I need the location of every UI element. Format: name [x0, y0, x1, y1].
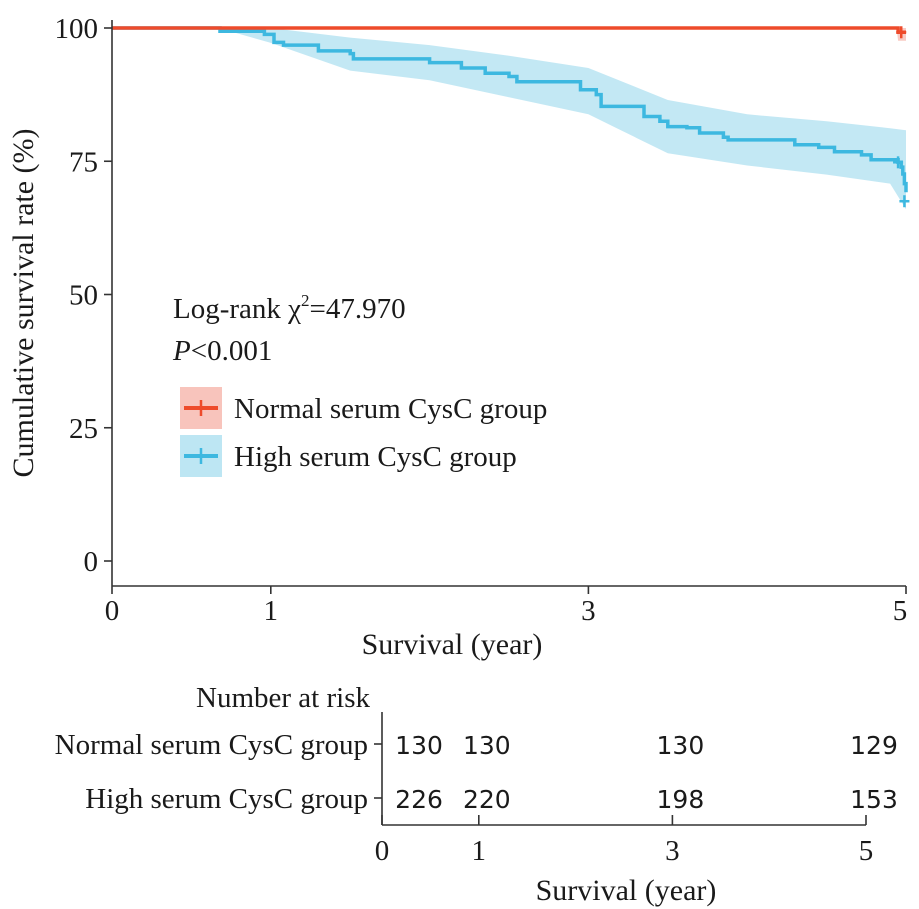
risk-x-axis-ticks: 0 1 3 5 — [375, 815, 874, 867]
survival-curves — [112, 26, 910, 208]
legend-label-normal: Normal serum CysC group — [234, 393, 547, 425]
risk-x-tick-label: 5 — [859, 835, 874, 867]
risk-cell-high: 153 — [850, 785, 898, 814]
y-tick-label: 25 — [69, 413, 98, 445]
risk-x-tick-label: 3 — [665, 835, 680, 867]
chi-symbol: χ — [287, 293, 301, 325]
logrank-prefix: Log-rank — [173, 293, 288, 325]
y-axis-label: Cumulative survival rate (%) — [7, 128, 40, 477]
risk-x-axis-label: Survival (year) — [536, 874, 717, 907]
y-tick-label: 100 — [55, 13, 99, 45]
legend: Normal serum CysC group High serum CysC … — [180, 387, 547, 477]
x-tick-label: 0 — [105, 595, 120, 627]
risk-row-label-normal: Normal serum CysC group — [55, 729, 368, 761]
y-tick-label: 50 — [69, 280, 98, 312]
risk-row-label-high: High serum CysC group — [85, 783, 368, 815]
risk-cell-normal: 130 — [657, 731, 705, 760]
legend-item-high: High serum CysC group — [180, 435, 517, 477]
x-tick-label: 3 — [581, 595, 596, 627]
risk-cell-normal: 130 — [395, 731, 443, 760]
ci-band-high — [112, 28, 906, 210]
legend-label-high: High serum CysC group — [234, 441, 517, 473]
risk-x-tick-label: 0 — [375, 835, 390, 867]
risk-cell-normal: 130 — [463, 731, 511, 760]
x-axis-label: Survival (year) — [362, 628, 543, 661]
risk-x-tick-label: 1 — [472, 835, 487, 867]
risk-cell-high: 226 — [395, 785, 443, 814]
legend-item-normal: Normal serum CysC group — [180, 387, 547, 429]
x-tick-label: 1 — [264, 595, 279, 627]
y-tick-label: 0 — [84, 546, 99, 578]
logrank-annotation: Log-rank χ2=47.970 — [173, 291, 406, 325]
risk-table-title: Number at risk — [196, 682, 370, 714]
x-tick-label: 5 — [893, 595, 908, 627]
p-value: <0.001 — [191, 335, 273, 367]
confidence-bands — [112, 28, 906, 210]
survival-line-high — [112, 26, 908, 193]
y-tick-label: 75 — [69, 146, 98, 178]
p-value-annotation: P<0.001 — [172, 335, 272, 367]
chi-superscript: 2 — [301, 291, 310, 310]
p-letter: P — [172, 335, 191, 367]
logrank-value: =47.970 — [310, 293, 406, 325]
risk-table-cells: 130 130 130 129 226 220 198 153 — [395, 731, 898, 814]
y-axis-ticks: 0 25 50 75 100 — [55, 13, 112, 578]
x-axis-ticks: 0 1 3 5 — [105, 586, 908, 627]
risk-cell-normal: 129 — [850, 731, 898, 760]
risk-table: Number at risk Normal serum CysC group H… — [55, 682, 898, 907]
risk-cell-high: 198 — [657, 785, 705, 814]
risk-cell-high: 220 — [463, 785, 511, 814]
